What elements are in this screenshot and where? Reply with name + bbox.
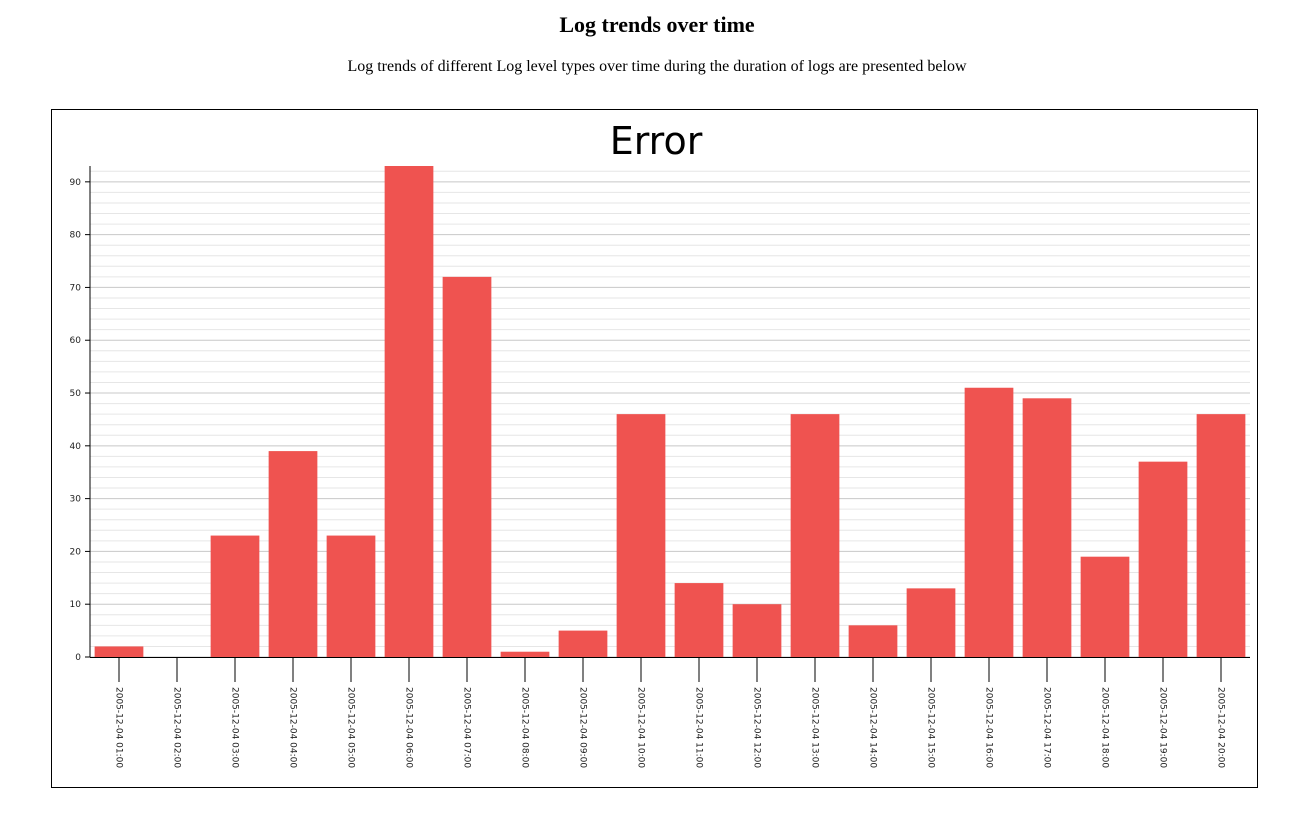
bar-14 — [848, 625, 898, 657]
bars — [94, 166, 1246, 657]
bar-15 — [906, 588, 956, 657]
x-tick-label: 2005-12-04 07:00 — [462, 687, 472, 768]
x-tick-label: 2005-12-04 02:00 — [172, 687, 182, 768]
x-tick-label: 2005-12-04 16:00 — [984, 687, 994, 768]
x-tick-label: 2005-12-04 06:00 — [404, 687, 414, 768]
bar-8 — [500, 651, 550, 657]
x-tick-label: 2005-12-04 18:00 — [1100, 687, 1110, 768]
x-tick-label: 2005-12-04 08:00 — [520, 687, 530, 768]
bar-9 — [558, 630, 608, 657]
bar-12 — [732, 604, 782, 657]
y-tick-label: 60 — [70, 336, 82, 346]
bar-7 — [442, 276, 492, 657]
bar-1 — [94, 646, 144, 657]
y-tick-label: 40 — [70, 442, 82, 452]
bar-16 — [964, 387, 1014, 657]
chart-title: Error — [610, 119, 703, 163]
x-tick-label: 2005-12-04 01:00 — [114, 687, 124, 768]
bar-10 — [616, 414, 666, 657]
bar-6 — [384, 166, 434, 657]
bar-18 — [1080, 556, 1130, 657]
x-tick-label: 2005-12-04 15:00 — [926, 687, 936, 768]
x-tick-label: 2005-12-04 09:00 — [578, 687, 588, 768]
x-tick-label: 2005-12-04 20:00 — [1216, 687, 1226, 768]
x-tick-label: 2005-12-04 10:00 — [636, 687, 646, 768]
page-subtitle: Log trends of different Log level types … — [347, 58, 967, 75]
y-tick-label: 0 — [75, 653, 81, 663]
bar-17 — [1022, 398, 1072, 657]
y-tick-label: 10 — [70, 600, 82, 610]
bar-13 — [790, 414, 840, 657]
y-tick-label: 90 — [70, 178, 82, 188]
y-tick-label: 80 — [70, 231, 82, 241]
bar-19 — [1138, 461, 1188, 657]
grid-lines — [90, 170, 1250, 658]
x-tick-label: 2005-12-04 04:00 — [288, 687, 298, 768]
x-tick-label: 2005-12-04 12:00 — [752, 687, 762, 768]
x-tick-label: 2005-12-04 11:00 — [694, 687, 704, 768]
bar-4 — [268, 451, 318, 657]
x-tick-label: 2005-12-04 17:00 — [1042, 687, 1052, 768]
y-tick-label: 30 — [70, 495, 82, 505]
bar-20 — [1196, 414, 1246, 657]
x-tick-label: 2005-12-04 13:00 — [810, 687, 820, 768]
error-bar-chart: Error 0 10 20 30 40 50 60 70 80 90 2005-12-04 01:0… — [70, 119, 1250, 768]
axes: 0 10 20 30 40 50 60 70 80 90 2005-12-04 01:00 2005-… — [70, 166, 1250, 768]
y-tick-label: 20 — [70, 547, 82, 557]
x-tick-label: 2005-12-04 03:00 — [230, 687, 240, 768]
y-tick-label: 50 — [70, 389, 82, 399]
bar-5 — [326, 535, 376, 657]
bar-11 — [674, 583, 724, 657]
chart-container: Error 0 10 20 30 40 50 60 70 80 90 2005-12-04 01:0… — [51, 109, 1258, 788]
y-tick-label: 70 — [70, 283, 82, 293]
bar-3 — [210, 535, 260, 657]
x-tick-label: 2005-12-04 19:00 — [1158, 687, 1168, 768]
x-tick-label: 2005-12-04 05:00 — [346, 687, 356, 768]
page-title: Log trends over time — [559, 12, 755, 37]
x-tick-label: 2005-12-04 14:00 — [868, 687, 878, 768]
